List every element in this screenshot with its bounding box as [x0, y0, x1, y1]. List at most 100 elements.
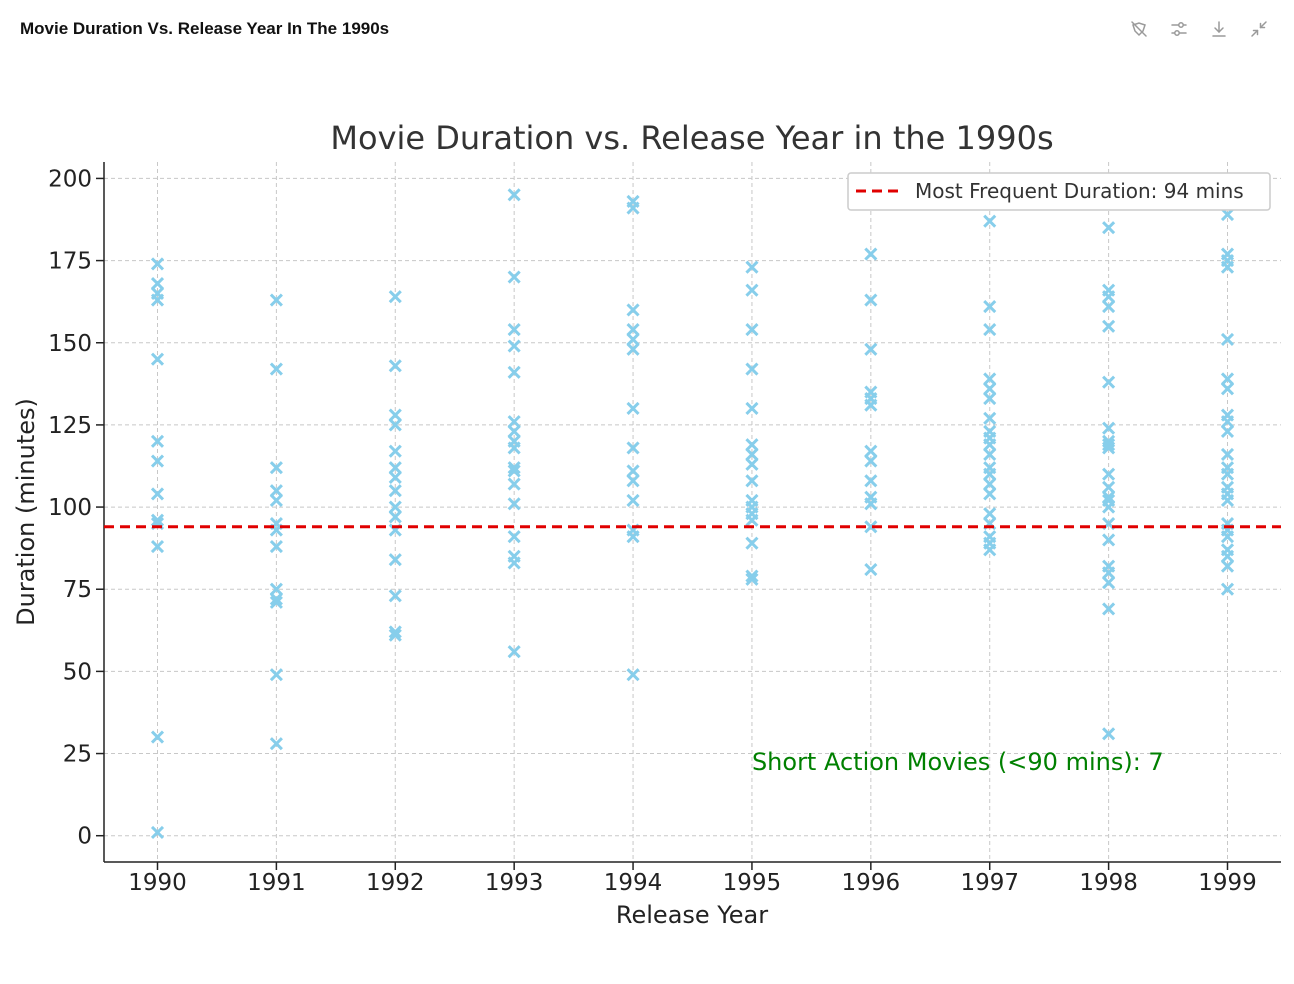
data-point: [1102, 421, 1116, 435]
data-point: [983, 477, 997, 491]
data-point: [1102, 727, 1116, 741]
y-tick-label: 0: [77, 824, 92, 850]
data-point: [626, 464, 640, 478]
data-point: [150, 257, 165, 271]
hide-icon[interactable]: [1128, 18, 1150, 40]
data-point: [150, 352, 165, 366]
data-point: [1220, 530, 1235, 544]
data-point: [626, 303, 640, 317]
data-point: [864, 398, 878, 412]
data-point: [983, 382, 997, 396]
data-point: [507, 188, 521, 202]
data-point: [745, 401, 759, 416]
data-point: [864, 562, 878, 577]
data-point: [388, 484, 402, 498]
data-point: [745, 438, 759, 452]
data-point: [388, 408, 402, 422]
y-tick-label: 50: [63, 659, 92, 685]
data-point: [1220, 208, 1235, 222]
data-point: [1102, 480, 1116, 494]
data-point: [983, 543, 997, 557]
y-tick-label: 100: [48, 495, 92, 521]
data-point: [150, 539, 165, 554]
scatter-chart: Movie Duration vs. Release Year in the 1…: [12, 119, 1281, 929]
data-point: [1102, 221, 1116, 235]
data-point: [388, 510, 402, 524]
data-point: [507, 270, 521, 284]
data-point: [269, 737, 283, 751]
data-point: [983, 300, 997, 314]
data-point: [1220, 467, 1235, 481]
data-point: [1102, 300, 1116, 314]
data-point: [1220, 260, 1235, 274]
chart-title: Movie Duration vs. Release Year in the 1…: [330, 119, 1053, 157]
data-point: [150, 825, 165, 839]
legend-box: [847, 172, 1271, 211]
data-point: [388, 444, 402, 458]
x-tick-label: 1991: [247, 870, 306, 896]
x-axis-label: Release Year: [616, 901, 768, 929]
data-point: [1102, 319, 1116, 333]
data-point: [983, 323, 997, 337]
data-point: [269, 461, 283, 475]
data-point: [983, 392, 997, 406]
legend-label: Most Frequent Duration: 94 mins: [915, 179, 1244, 203]
data-point: [1102, 290, 1116, 304]
data-point: [507, 645, 521, 659]
data-point: [983, 372, 997, 386]
collapse-icon[interactable]: [1248, 18, 1270, 40]
x-tick-label: 1996: [842, 870, 901, 896]
y-tick-label: 25: [63, 742, 92, 768]
data-point: [983, 507, 997, 521]
y-tick-label: 200: [48, 166, 92, 192]
data-point: [745, 569, 759, 583]
x-tick-label: 1999: [1198, 870, 1257, 896]
data-point: [864, 474, 878, 488]
x-tick-label: 1992: [366, 870, 425, 896]
data-point: [507, 424, 521, 439]
data-point: [1102, 533, 1116, 547]
x-axis-ticks: 1990 1991 1992 1993 1994 1995 1996 1997 1998 1999: [128, 862, 1257, 896]
data-point: [1220, 549, 1235, 563]
download-icon[interactable]: [1208, 18, 1230, 40]
data-point: [150, 454, 165, 468]
data-point: [626, 530, 640, 544]
data-point: [507, 339, 521, 353]
data-point: [864, 247, 878, 261]
y-tick-label: 150: [48, 331, 92, 357]
toolbar: [1128, 18, 1270, 40]
data-point: [507, 477, 521, 491]
data-point: [507, 441, 521, 455]
data-point: [507, 415, 521, 429]
data-point: [983, 214, 997, 228]
data-point: [626, 342, 640, 356]
data-point: [388, 628, 402, 642]
data-point: [1102, 490, 1116, 504]
settings-sliders-icon[interactable]: [1168, 18, 1190, 40]
data-point: [388, 461, 402, 475]
y-axis-ticks: 0 25 50 75 100 125 150 175 200: [48, 166, 104, 850]
data-point: [626, 441, 640, 455]
data-point: [388, 625, 402, 639]
annotation-text: Short Action Movies (<90 mins): 7: [752, 748, 1164, 776]
data-point: [388, 553, 402, 567]
data-point: [269, 592, 283, 606]
data-point: [745, 536, 759, 550]
data-point: [507, 530, 521, 544]
data-point: [1220, 559, 1235, 573]
data-point: [626, 668, 640, 682]
data-point: [1102, 467, 1116, 481]
data-point: [745, 260, 759, 274]
data-point: [983, 467, 997, 481]
data-point: [269, 595, 283, 609]
data-point: [983, 487, 997, 501]
data-point: [507, 323, 521, 337]
data-point: [150, 293, 165, 307]
data-point: [745, 447, 759, 462]
data-point: [745, 323, 759, 337]
data-point: [269, 293, 283, 307]
data-point: [745, 474, 759, 488]
data-point: [626, 332, 640, 347]
x-tick-label: 1997: [960, 870, 1019, 896]
data-point: [1220, 332, 1235, 347]
